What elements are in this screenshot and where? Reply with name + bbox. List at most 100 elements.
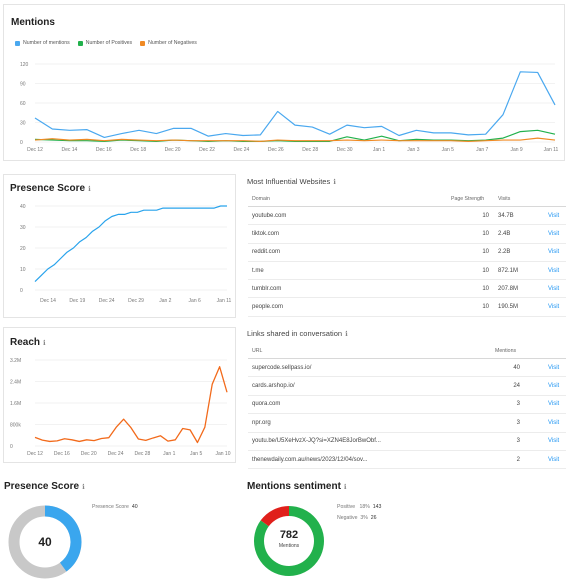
url-cell[interactable]: supercode.sellpass.io/ [252, 364, 312, 371]
legend-mentions[interactable]: Number of mentions [15, 40, 70, 46]
x-tick-label: Jan 1 [163, 451, 175, 457]
y-tick-label: 90 [20, 81, 26, 87]
page-strength-cell: 10 [482, 304, 489, 311]
x-tick-label: Dec 28 [135, 451, 151, 457]
x-tick-label: Jan 11 [544, 147, 559, 153]
presence-donut-legend: Presence Score 40 [92, 504, 138, 510]
visit-link[interactable]: Visit [548, 212, 560, 219]
domain-cell[interactable]: people.com [252, 304, 284, 311]
table-row: thenewdaily.com.au/news/2023/12/04/sov..… [248, 451, 566, 470]
x-tick-label: Jan 7 [476, 147, 488, 153]
influential-title: Most Influential Websites ℹ [247, 177, 336, 186]
legend-negatives[interactable]: Number of Negatives [140, 40, 197, 46]
x-tick-label: Dec 20 [165, 147, 181, 153]
presence-score-chart: 40 30 20 10 0 Dec 14 Dec 19 Dec 24 Dec 29 Jan 2 Ja… [20, 204, 232, 304]
x-tick-label: Dec 18 [130, 147, 146, 153]
reach-card: Reach ℹ 3.2M 2.4M 1.6M 800k 0 Dec 12 Dec 16 Dec … [3, 327, 236, 463]
x-tick-label: Dec 16 [96, 147, 112, 153]
mentions-title: Mentions [11, 17, 55, 28]
table-row: reddit.com 10 2.2B Visit [248, 244, 566, 262]
x-tick-label: Jan 9 [510, 147, 522, 153]
visit-link[interactable]: Visit [548, 438, 560, 445]
domain-cell[interactable]: youtube.com [252, 212, 287, 219]
url-cell[interactable]: npr.org [252, 419, 271, 426]
visits-cell: 872.1M [498, 267, 519, 274]
url-cell[interactable]: youtu.be/U5XeHvzX-JQ?si=XZN4E8JorBwObf..… [252, 438, 381, 445]
info-icon[interactable]: ℹ [82, 484, 85, 491]
page-strength-cell: 10 [482, 230, 489, 237]
table-header: URL Mentions [248, 343, 566, 359]
info-icon[interactable]: ℹ [343, 484, 347, 491]
x-tick-label: Jan 5 [190, 451, 202, 457]
info-icon[interactable]: ℹ [333, 179, 336, 186]
sentiment-negative-legend: Negative 3% 26 [337, 515, 377, 521]
y-tick-label: 1.6M [10, 401, 21, 407]
presence-donut-title: Presence Score ℹ [4, 481, 85, 492]
x-tick-label: Dec 24 [108, 451, 124, 457]
series-line-2 [34, 137, 556, 142]
mentions-card: Mentions Number of mentions Number of Po… [3, 4, 565, 161]
legend-positives[interactable]: Number of Positives [77, 40, 132, 46]
info-icon[interactable]: ℹ [88, 186, 91, 193]
x-tick-label: Dec 19 [69, 298, 85, 304]
visit-link[interactable]: Visit [548, 267, 560, 274]
x-tick-label: Dec 24 [233, 147, 249, 153]
visit-link[interactable]: Visit [548, 285, 560, 292]
mentions-chart: 120 90 60 30 0 Dec 12 Dec 14 Dec 16 Dec 18 Dec 20… [20, 62, 559, 153]
page-strength-cell: 10 [482, 267, 489, 274]
url-cell[interactable]: quora.com [252, 401, 281, 408]
visit-link[interactable]: Visit [548, 456, 560, 463]
donut-fill [44, 505, 82, 572]
visit-link[interactable]: Visit [548, 401, 560, 408]
x-tick-label: Jan 11 [217, 298, 232, 304]
y-tick-label: 0 [20, 140, 23, 146]
domain-cell[interactable]: t.me [252, 267, 264, 274]
mentions-cell: 40 [513, 364, 520, 371]
table-row: tiktok.com 10 2.4B Visit [248, 225, 566, 244]
y-tick-label: 0 [20, 288, 23, 294]
info-icon[interactable]: ℹ [345, 331, 348, 338]
visit-link[interactable]: Visit [548, 419, 560, 426]
domain-cell[interactable]: tiktok.com [252, 230, 280, 237]
x-tick-label: Jan 3 [407, 147, 419, 153]
visit-link[interactable]: Visit [548, 304, 560, 311]
info-icon[interactable]: ℹ [43, 340, 46, 347]
visit-link[interactable]: Visit [548, 364, 560, 371]
presence-donut-chart [8, 505, 82, 579]
mentions-cell: 2 [516, 456, 520, 463]
x-tick-label: Dec 24 [99, 298, 115, 304]
series-line-0 [34, 205, 227, 283]
visit-link[interactable]: Visit [548, 230, 560, 237]
table-row: cards.arshop.io/24 Visit [248, 377, 566, 396]
x-tick-label: Dec 30 [337, 147, 353, 153]
reach-chart: 3.2M 2.4M 1.6M 800k 0 Dec 12 Dec 16 Dec 20 Dec 2… [10, 358, 231, 457]
url-cell[interactable]: thenewdaily.com.au/news/2023/12/04/sov..… [252, 456, 368, 463]
page-strength-cell: 10 [482, 249, 489, 256]
series-line-1 [34, 129, 556, 142]
presence-score-card: Presence Score ℹ 40 30 20 10 0 Dec 14 Dec 19 Dec… [3, 174, 236, 318]
x-tick-label: Dec 29 [128, 298, 144, 304]
y-tick-label: 120 [20, 62, 29, 68]
sentiment-donut-chart [254, 506, 324, 576]
links-title: Links shared in conversation ℹ [247, 329, 348, 338]
influential-table: Domain Page Strength Visits youtube.com 1… [248, 191, 566, 317]
table-row: youtube.com 10 34.7B Visit [248, 207, 566, 226]
table-row: tumblr.com 10 207.8M Visit [248, 280, 566, 299]
y-tick-label: 3.2M [10, 358, 21, 364]
x-tick-label: Dec 16 [54, 451, 70, 457]
visit-link[interactable]: Visit [548, 249, 560, 256]
table-row: quora.com 3 Visit [248, 396, 566, 415]
visit-link[interactable]: Visit [548, 383, 560, 390]
url-cell[interactable]: cards.arshop.io/ [252, 383, 295, 390]
y-tick-label: 10 [20, 267, 26, 273]
x-tick-label: Dec 20 [81, 451, 97, 457]
x-tick-label: Dec 22 [199, 147, 215, 153]
table-header: Domain Page Strength Visits [248, 191, 566, 207]
table-row: people.com 10 190.5M Visit [248, 299, 566, 317]
domain-cell[interactable]: tumblr.com [252, 285, 282, 292]
sentiment-total-label: Mentions [278, 543, 300, 549]
sentiment-total: 782 [279, 529, 299, 541]
domain-cell[interactable]: reddit.com [252, 249, 281, 256]
mentions-cell: 3 [516, 419, 520, 426]
x-tick-label: Jan 2 [159, 298, 171, 304]
